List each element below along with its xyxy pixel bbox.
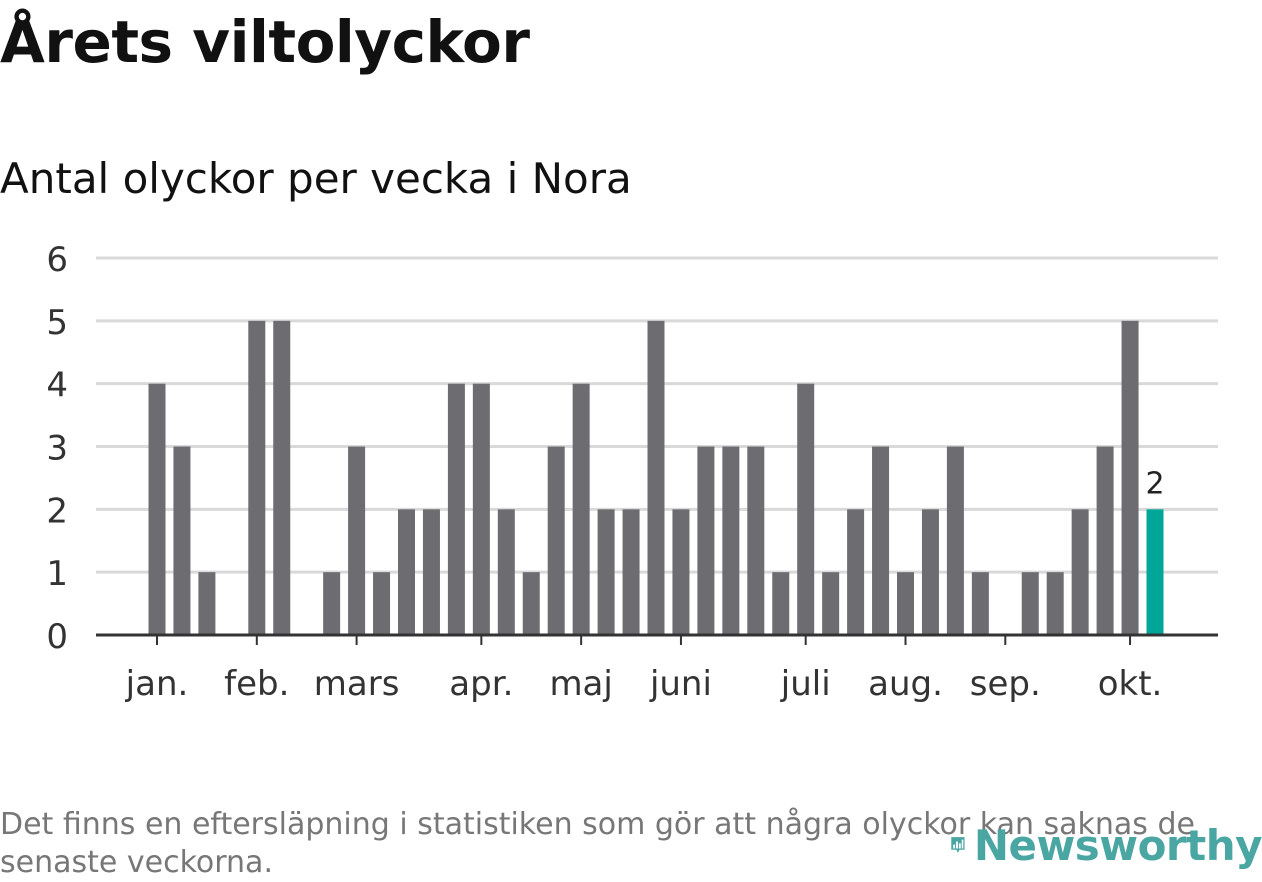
x-tick-label: mars: [314, 664, 400, 704]
y-tick-label: 0: [46, 617, 68, 657]
bar: [447, 383, 465, 635]
bar: [722, 446, 740, 635]
bar: [348, 446, 366, 635]
x-tick-label: maj: [549, 664, 612, 704]
bar: [373, 572, 391, 635]
bar: [672, 509, 690, 635]
x-tick-label: okt.: [1098, 664, 1163, 704]
bar: [921, 509, 939, 635]
bar: [747, 446, 765, 635]
x-tick-label: apr.: [449, 664, 513, 704]
x-tick-label: juni: [649, 664, 712, 704]
y-tick-label: 1: [46, 554, 68, 594]
bar: [1021, 572, 1039, 635]
bar: [822, 572, 840, 635]
x-tick-label: aug.: [868, 664, 943, 704]
bar: [897, 572, 914, 635]
chart-subtitle: Antal olyckor per vecka i Nora: [0, 154, 632, 203]
bar: [1096, 446, 1114, 635]
bar: [173, 446, 191, 635]
brand-logo: Newsworthy: [950, 810, 1262, 880]
bar: [1046, 572, 1064, 635]
footnote: Det finns en eftersläpning i statistiken…: [0, 807, 1195, 880]
bar: [697, 446, 715, 635]
y-tick-label: 2: [46, 491, 68, 531]
x-tick-label: feb.: [224, 664, 289, 704]
data-labels: 2: [1145, 466, 1164, 501]
bar: [198, 572, 216, 635]
bar: [547, 446, 565, 635]
y-axis-ticks: 0 1 2 3 4 5 6: [46, 240, 68, 657]
bars: [148, 320, 1164, 635]
bar: [422, 509, 440, 635]
brand-name: Newsworthy: [973, 820, 1262, 870]
bar: [872, 446, 890, 635]
y-tick-label: 6: [46, 240, 68, 280]
bar: [772, 572, 790, 635]
chart-title: Årets viltolyckor: [0, 8, 530, 76]
y-tick-label: 3: [46, 429, 68, 469]
bar: [647, 320, 665, 635]
x-tick-label: jan.: [125, 664, 189, 704]
bar: [398, 509, 415, 635]
bar: [797, 383, 815, 635]
bar: [971, 572, 989, 635]
x-tick-label: sep.: [970, 664, 1041, 704]
bar: [572, 383, 590, 635]
bar: [148, 383, 166, 635]
bar-highlight: [1146, 509, 1164, 635]
x-axis: jan. feb. mars apr. maj juni juli aug. sep. okt.: [96, 633, 1218, 704]
bar: [248, 320, 266, 635]
bar: [847, 509, 865, 635]
bar: [273, 320, 291, 635]
bar: [522, 572, 540, 635]
bar: [1121, 320, 1139, 635]
bar: [1071, 509, 1089, 635]
bar: [472, 383, 490, 635]
highlight-data-label: 2: [1145, 466, 1164, 501]
y-tick-label: 4: [46, 366, 68, 406]
bar: [946, 446, 964, 635]
x-tick-label: juli: [780, 664, 831, 704]
bar: [597, 509, 615, 635]
y-tick-label: 5: [46, 303, 68, 343]
bar: [497, 509, 515, 635]
bar: [323, 572, 341, 635]
newsworthy-logo-icon: [951, 837, 965, 853]
bar: [622, 509, 640, 635]
